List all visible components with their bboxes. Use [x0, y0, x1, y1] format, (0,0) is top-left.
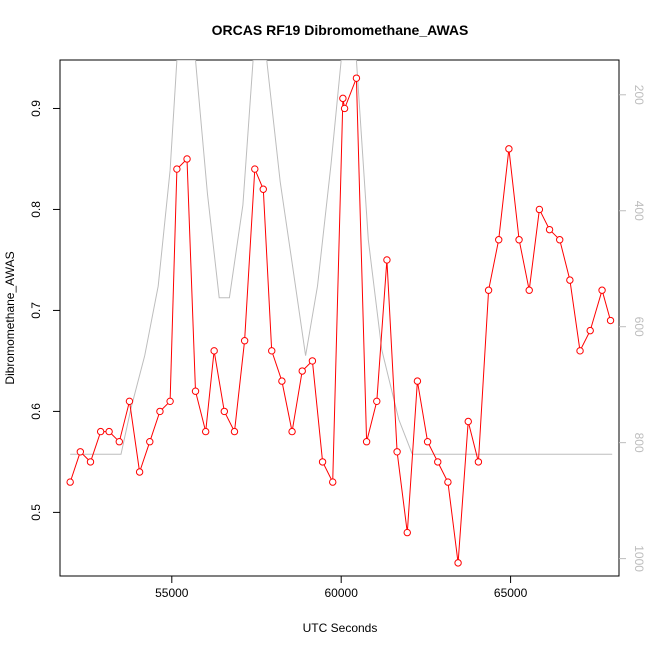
data-point — [156, 407, 164, 416]
data-point — [308, 357, 317, 365]
data-point — [339, 94, 347, 103]
chart-title: ORCAS RF19 Dibromomethane_AWAS — [212, 22, 469, 38]
data-point — [125, 397, 134, 406]
y-tick-label: 0.8 — [29, 201, 43, 218]
data-point — [556, 236, 564, 244]
y2-tick-label: 200 — [632, 85, 646, 105]
y-tick-label: 0.6 — [29, 403, 43, 420]
data-point — [444, 478, 452, 486]
y-tick-label: 0.7 — [29, 302, 43, 319]
data-point — [525, 286, 533, 294]
data-point — [352, 74, 361, 82]
data-point — [423, 437, 432, 446]
data-point — [413, 377, 422, 385]
data-point — [251, 165, 259, 173]
data-point — [474, 458, 483, 466]
data-point — [535, 205, 544, 214]
data-point — [105, 427, 113, 436]
y-tick-label: 0.5 — [29, 504, 43, 521]
plot-marks: 55000 60000 65000 0.5 0.6 0.7 0.8 0.9 200 400 600 8… — [29, 60, 646, 600]
data-point — [495, 236, 503, 244]
data-point — [329, 478, 337, 486]
data-point — [268, 347, 276, 355]
data-point — [173, 165, 181, 173]
data-point — [96, 427, 105, 436]
data-point — [545, 225, 554, 234]
data-point — [576, 347, 584, 355]
data-point — [340, 104, 349, 113]
y2-tick-label: 400 — [632, 201, 646, 221]
data-point — [278, 377, 286, 385]
plot-frame — [59, 59, 620, 577]
data-point — [586, 326, 594, 335]
data-point — [383, 256, 391, 264]
data-point — [362, 437, 371, 446]
data-point — [259, 185, 267, 193]
data-point — [201, 427, 210, 436]
y-tick-label: 0.9 — [29, 100, 43, 117]
data-point — [66, 478, 74, 486]
x-axis-label: UTC Seconds — [303, 621, 378, 635]
data-point — [515, 236, 523, 244]
data-point — [230, 427, 239, 436]
data-point — [373, 397, 381, 406]
x-tick-label: 55000 — [155, 586, 189, 600]
y2-tick-label: 600 — [632, 317, 646, 337]
data-point — [166, 397, 174, 406]
data-point — [484, 286, 493, 294]
data-point — [434, 458, 442, 466]
data-point — [298, 367, 306, 375]
data-point — [191, 387, 200, 395]
data-point — [505, 145, 513, 153]
data-point — [606, 316, 615, 325]
data-point — [598, 286, 606, 294]
data-point — [115, 437, 123, 446]
series-line-right-axis — [70, 60, 613, 455]
y2-tick-label: 1000 — [632, 545, 646, 572]
data-point — [240, 337, 249, 345]
data-point — [454, 559, 462, 567]
data-point — [403, 528, 411, 537]
y2-tick-label: 800 — [632, 433, 646, 453]
data-point — [76, 448, 85, 456]
y-axis-label: Dibromomethane_AWAS — [3, 251, 17, 384]
data-point — [210, 347, 218, 355]
data-point — [288, 427, 296, 436]
data-point — [146, 437, 154, 446]
data-point — [318, 458, 327, 466]
data-point — [86, 458, 95, 466]
x-tick-label: 60000 — [325, 586, 359, 600]
data-point — [135, 468, 144, 476]
data-point — [183, 155, 191, 163]
data-point — [464, 417, 472, 426]
data-point — [220, 407, 229, 416]
x-tick-label: 65000 — [494, 586, 528, 600]
data-point — [393, 448, 401, 456]
data-point — [566, 276, 574, 284]
